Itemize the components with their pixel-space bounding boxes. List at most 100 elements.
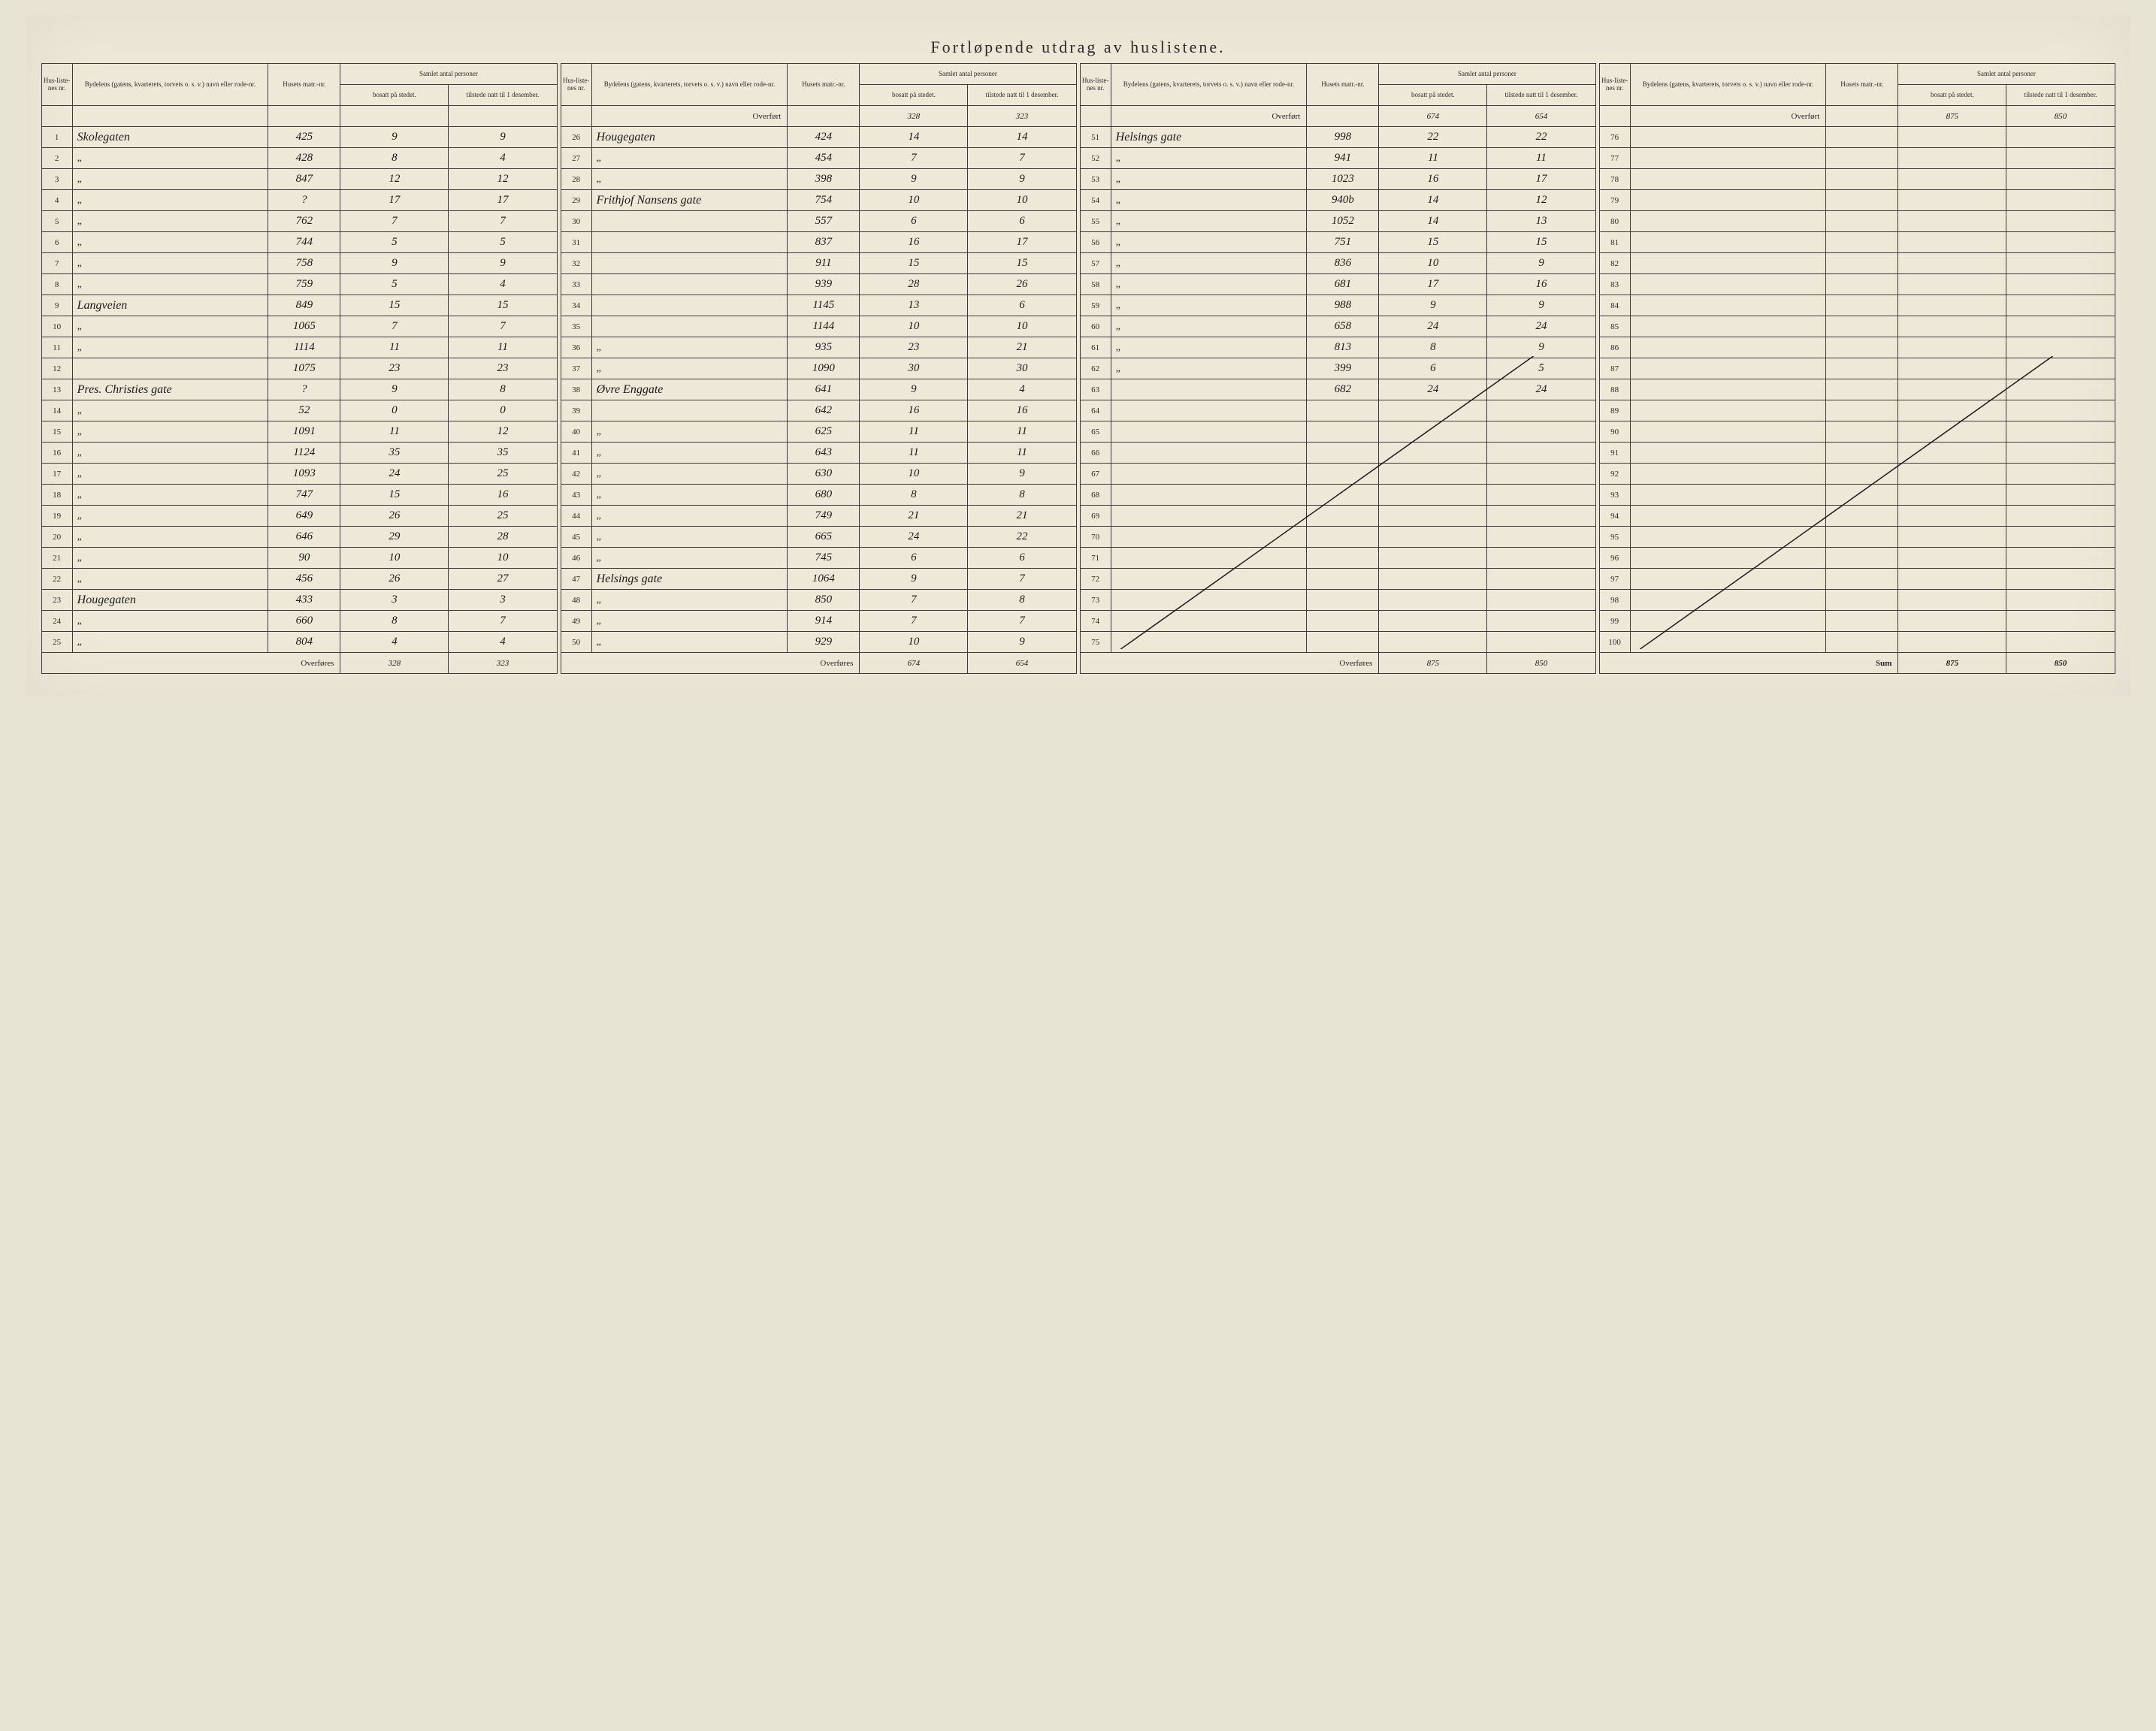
footer1-tilstede: 323 <box>449 653 557 674</box>
table-row: 82 <box>1599 253 2115 274</box>
row-nr: 58 <box>1080 274 1111 295</box>
row-matr <box>1826 464 1898 485</box>
row-bosatt <box>1379 548 1487 569</box>
hdr-samlet-2: Samlet antal personer <box>860 64 1076 85</box>
row-matr: 680 <box>788 485 860 506</box>
row-street <box>1111 548 1307 569</box>
row-nr: 59 <box>1080 295 1111 316</box>
table-row: 59„98899 <box>1080 295 1595 316</box>
row-bosatt: 14 <box>860 127 968 148</box>
table-row: 17„10932425 <box>41 464 557 485</box>
row-tilstede <box>2006 148 2115 169</box>
page-title: Fortløpende utdrag av huslistene. <box>41 38 2115 57</box>
table-row: 92 <box>1599 464 2115 485</box>
row-street <box>1630 611 1826 632</box>
row-street: „ <box>591 421 788 443</box>
row-nr: 72 <box>1080 569 1111 590</box>
row-tilstede: 11 <box>449 337 557 358</box>
row-matr: 847 <box>268 169 340 190</box>
row-matr <box>1826 190 1898 211</box>
row-street <box>1630 295 1826 316</box>
row-bosatt: 26 <box>340 569 449 590</box>
hdr-bosatt-4: bosatt på stedet. <box>1898 85 2006 106</box>
row-tilstede: 7 <box>968 611 1076 632</box>
row-street <box>1630 274 1826 295</box>
row-bosatt: 24 <box>1379 379 1487 400</box>
row-tilstede: 17 <box>449 190 557 211</box>
row-matr <box>1307 527 1379 548</box>
row-matr: 643 <box>788 443 860 464</box>
row-street: „ <box>72 443 268 464</box>
hdr-matr: Husets matr.-nr. <box>268 64 340 106</box>
row-bosatt: 0 <box>340 400 449 421</box>
table-row: 10„106577 <box>41 316 557 337</box>
overfort-bosatt: 875 <box>1898 106 2006 127</box>
table-row: 80 <box>1599 211 2115 232</box>
row-bosatt <box>1898 148 2006 169</box>
row-tilstede: 16 <box>1487 274 1595 295</box>
hdr-samlet: Samlet antal personer <box>340 64 557 85</box>
row-bosatt: 6 <box>1379 358 1487 379</box>
table-row: 41„6431111 <box>561 443 1076 464</box>
table-row: 29Frithjof Nansens gate7541010 <box>561 190 1076 211</box>
row-nr: 20 <box>41 527 72 548</box>
row-bosatt: 8 <box>1379 337 1487 358</box>
row-bosatt: 9 <box>340 379 449 400</box>
row-bosatt <box>1898 295 2006 316</box>
row-bosatt <box>1898 443 2006 464</box>
row-street: „ <box>591 464 788 485</box>
table-row: 339392826 <box>561 274 1076 295</box>
row-matr <box>1826 590 1898 611</box>
row-tilstede <box>1487 400 1595 421</box>
table-row: 76 <box>1599 127 2115 148</box>
row-tilstede <box>2006 527 2115 548</box>
row-bosatt <box>1379 590 1487 611</box>
row-street: „ <box>72 485 268 506</box>
row-nr: 36 <box>561 337 591 358</box>
row-tilstede: 12 <box>449 421 557 443</box>
row-nr: 82 <box>1599 253 1630 274</box>
row-nr: 88 <box>1599 379 1630 400</box>
row-street <box>591 253 788 274</box>
row-matr: 1052 <box>1307 211 1379 232</box>
overfores-1: Overføres <box>41 653 340 674</box>
row-tilstede: 8 <box>449 379 557 400</box>
table-row: 95 <box>1599 527 2115 548</box>
row-nr: 79 <box>1599 190 1630 211</box>
row-nr: 17 <box>41 464 72 485</box>
row-bosatt: 8 <box>340 611 449 632</box>
row-matr: 836 <box>1307 253 1379 274</box>
row-tilstede: 7 <box>968 148 1076 169</box>
overfort-label <box>72 106 268 127</box>
row-matr: 398 <box>788 169 860 190</box>
row-tilstede: 9 <box>449 253 557 274</box>
row-matr: 658 <box>1307 316 1379 337</box>
row-matr <box>1307 569 1379 590</box>
row-bosatt: 10 <box>860 190 968 211</box>
row-bosatt <box>1898 464 2006 485</box>
row-street <box>591 316 788 337</box>
table-row: 5„76277 <box>41 211 557 232</box>
row-matr <box>1826 569 1898 590</box>
row-tilstede: 21 <box>968 337 1076 358</box>
row-nr: 55 <box>1080 211 1111 232</box>
table-row: 65 <box>1080 421 1595 443</box>
table-row: 4„?1717 <box>41 190 557 211</box>
row-street: Langveien <box>72 295 268 316</box>
row-nr: 73 <box>1080 590 1111 611</box>
table-row: 79 <box>1599 190 2115 211</box>
row-nr: 85 <box>1599 316 1630 337</box>
overfort-label: Overført <box>1111 106 1307 127</box>
overfores-2: Overføres <box>561 653 860 674</box>
row-bosatt <box>1898 190 2006 211</box>
row-tilstede <box>2006 169 2115 190</box>
row-street: „ <box>72 211 268 232</box>
table-row: 329111515 <box>561 253 1076 274</box>
row-street <box>1630 421 1826 443</box>
row-matr <box>1826 337 1898 358</box>
row-nr: 76 <box>1599 127 1630 148</box>
row-matr: 428 <box>268 148 340 169</box>
row-matr: 52 <box>268 400 340 421</box>
row-nr: 52 <box>1080 148 1111 169</box>
table-row: 78 <box>1599 169 2115 190</box>
